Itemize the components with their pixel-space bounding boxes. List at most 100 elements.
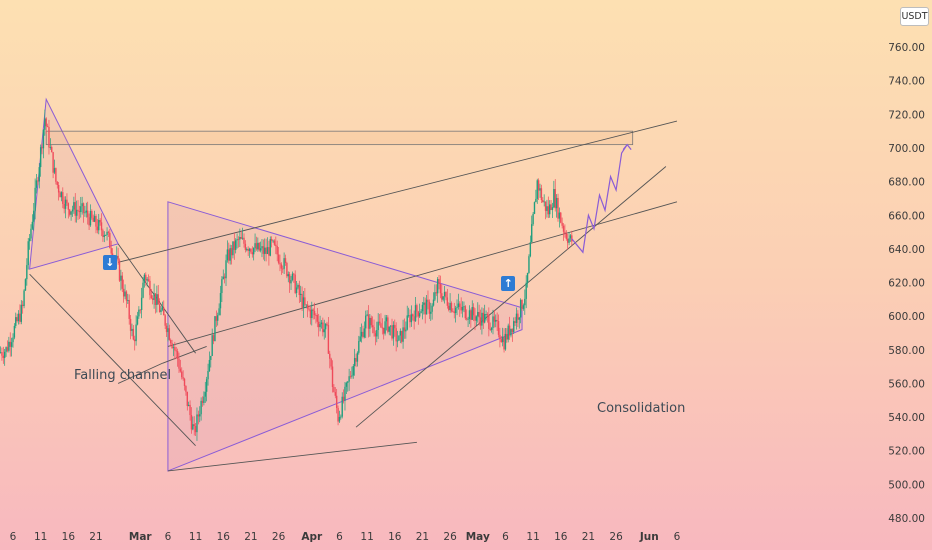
date-tick-label: 21 [582,531,595,543]
candle-body [417,311,419,317]
candle-body [230,248,233,256]
candle-body [273,240,276,245]
candle-body [165,325,168,333]
candle-body [284,258,287,263]
candle-body [37,180,39,182]
trendline[interactable] [29,273,196,446]
candle-body [257,242,259,250]
candle-body [550,204,552,210]
candle-body [236,239,238,241]
candle-body [110,248,112,254]
candle-body [248,248,251,251]
candle-body [288,274,291,284]
candle-body [143,274,146,283]
candle-body [233,241,236,250]
candle-body [443,291,446,297]
projected-path[interactable] [571,144,628,254]
candle-body [349,376,352,378]
currency-badge[interactable]: USDT [900,7,929,26]
candle-body [524,298,526,306]
candle-body [19,313,21,322]
date-tick-label: 21 [244,531,257,543]
candle-body [290,279,292,284]
candle-body [453,311,455,314]
candle-body [81,203,83,207]
candle-body [193,424,195,427]
candle-body [316,315,319,322]
candle-body [46,126,49,128]
candlestick-series [0,109,573,441]
candle-body [301,293,303,309]
candle-body [359,336,361,342]
candle-body [84,212,86,214]
candle-body [341,396,343,417]
trendline[interactable] [118,120,678,263]
candle-body [275,244,277,247]
candle-body [506,333,508,340]
trendline[interactable] [167,441,417,472]
candle-body [5,347,7,352]
candle-body [542,200,544,203]
candle-body [554,189,556,209]
candle-body [501,336,504,343]
candle-body [421,304,424,312]
candle-body [471,307,473,320]
candle-body [571,235,573,242]
consolidation-triangle[interactable] [167,201,523,472]
candle-body [293,273,295,275]
candle-body [348,376,350,382]
candle-body [246,249,248,250]
candle-body [495,319,497,322]
candle-body [95,215,97,227]
candle-body [10,342,13,347]
candle-body [229,248,231,261]
candle-body [200,400,202,415]
candle-body [302,297,305,309]
trendline[interactable] [167,201,678,347]
candle-body [528,256,530,273]
candle-body [522,305,525,309]
candle-body [218,308,220,316]
candle-body [439,284,442,294]
price-tick-label: 660.00 [888,210,925,222]
candle-body [265,247,267,255]
candle-body [176,351,179,359]
trendline[interactable] [162,346,207,364]
candle-body [181,371,183,378]
candle-body [135,324,137,342]
candle-body [507,325,509,340]
candle-body [387,317,389,332]
candle-body [161,307,164,310]
candle-body [561,222,563,226]
trendline[interactable] [355,166,667,428]
candle-body [478,311,480,318]
pennant-pattern[interactable] [29,97,119,270]
candle-body [344,386,346,401]
candle-body [75,209,78,216]
candle-body [356,352,359,362]
price-tick-label: 560.00 [888,378,925,390]
candle-body [192,424,194,430]
candle-body [405,329,407,332]
candle-body [309,309,312,319]
date-tick-label: 6 [674,531,681,543]
candle-body [280,264,283,269]
date-tick-label: 16 [62,531,76,543]
candle-body [416,305,418,312]
candle-body [250,248,252,253]
candle-body [367,314,370,329]
candle-body [371,325,374,328]
candle-body [445,291,447,298]
candle-body [306,304,309,309]
trendline[interactable] [117,362,163,384]
candle-body [295,287,298,293]
candle-body [205,379,208,392]
candle-body [448,305,450,310]
candle-body [322,322,324,333]
resistance-zone[interactable] [45,130,634,146]
price-projection[interactable] [571,143,632,254]
date-tick-label: Jun [639,531,659,543]
candle-body [28,238,31,242]
candle-body [103,235,105,237]
